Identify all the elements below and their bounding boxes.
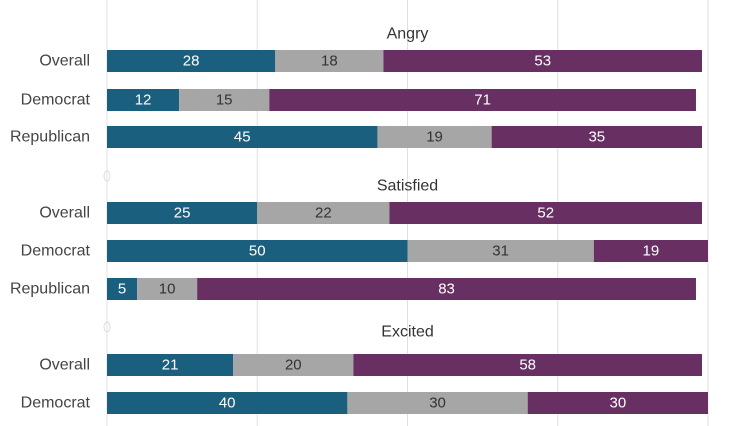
bar-segment xyxy=(107,278,138,300)
data-label: 18 xyxy=(321,53,338,70)
bar-segment xyxy=(107,240,408,262)
data-label: 5 xyxy=(118,281,126,298)
bar-segment xyxy=(407,240,594,262)
data-label: 12 xyxy=(135,92,152,109)
data-label: 35 xyxy=(588,129,605,146)
data-label: 20 xyxy=(285,357,302,374)
data-label: 52 xyxy=(537,205,554,222)
data-label: 10 xyxy=(159,281,176,298)
bar-segment xyxy=(275,50,384,72)
bar-segment xyxy=(107,50,276,72)
separator-marker xyxy=(103,321,111,333)
data-label: 31 xyxy=(492,243,509,260)
bar-segment xyxy=(107,202,258,224)
group-angry: Angry Overall 28 18 53 Democrat 12 15 71 Republic… xyxy=(10,26,702,148)
bar-segment xyxy=(353,354,702,376)
data-label: 21 xyxy=(162,357,179,374)
category-label: Democrat xyxy=(21,243,91,260)
bar-segment xyxy=(491,126,702,148)
bar-segment xyxy=(347,392,528,414)
chart-groups: Angry Overall 28 18 53 Democrat 12 15 71 Republic… xyxy=(10,26,708,414)
bar-segment xyxy=(107,392,348,414)
bar-segment xyxy=(383,50,702,72)
data-label: 30 xyxy=(610,395,627,412)
category-label: Democrat xyxy=(21,395,91,412)
data-label: 19 xyxy=(426,129,443,146)
group-title: Excited xyxy=(381,324,433,341)
bar-segment xyxy=(233,354,354,376)
bar-segment xyxy=(107,354,234,376)
data-label: 50 xyxy=(249,243,266,260)
bar-segment xyxy=(527,392,708,414)
data-label: 83 xyxy=(438,281,455,298)
data-label: 28 xyxy=(183,53,200,70)
data-label: 71 xyxy=(474,92,491,109)
category-label: Democrat xyxy=(21,92,91,109)
separator-marker xyxy=(103,170,111,182)
bar-segment xyxy=(137,278,198,300)
group-excited: Excited Overall 21 20 58 Democrat 40 30 30 xyxy=(21,324,708,414)
category-label: Overall xyxy=(39,357,90,374)
category-label: Overall xyxy=(39,205,90,222)
category-label: Overall xyxy=(39,53,90,70)
data-label: 22 xyxy=(315,205,332,222)
category-label: Republican xyxy=(10,129,90,146)
bar-segment xyxy=(377,126,492,148)
bar-segment xyxy=(269,89,696,111)
bar-segment xyxy=(107,126,378,148)
data-label: 19 xyxy=(643,243,660,260)
data-label: 40 xyxy=(219,395,236,412)
data-label: 25 xyxy=(174,205,191,222)
data-label: 15 xyxy=(216,92,233,109)
group-satisfied: Satisfied Overall 25 22 52 Democrat 50 31 19 Repu… xyxy=(10,178,708,300)
category-label: Republican xyxy=(10,281,90,298)
bar-segment xyxy=(257,202,390,224)
bar-segment xyxy=(593,240,708,262)
data-label: 58 xyxy=(519,357,536,374)
data-label: 45 xyxy=(234,129,251,146)
bar-segment xyxy=(179,89,270,111)
group-title: Angry xyxy=(387,26,429,43)
data-label: 53 xyxy=(534,53,551,70)
bar-segment xyxy=(197,278,696,300)
data-label: 30 xyxy=(429,395,446,412)
bar-segment xyxy=(107,89,180,111)
group-title: Satisfied xyxy=(377,178,438,195)
bar-segment xyxy=(389,202,702,224)
